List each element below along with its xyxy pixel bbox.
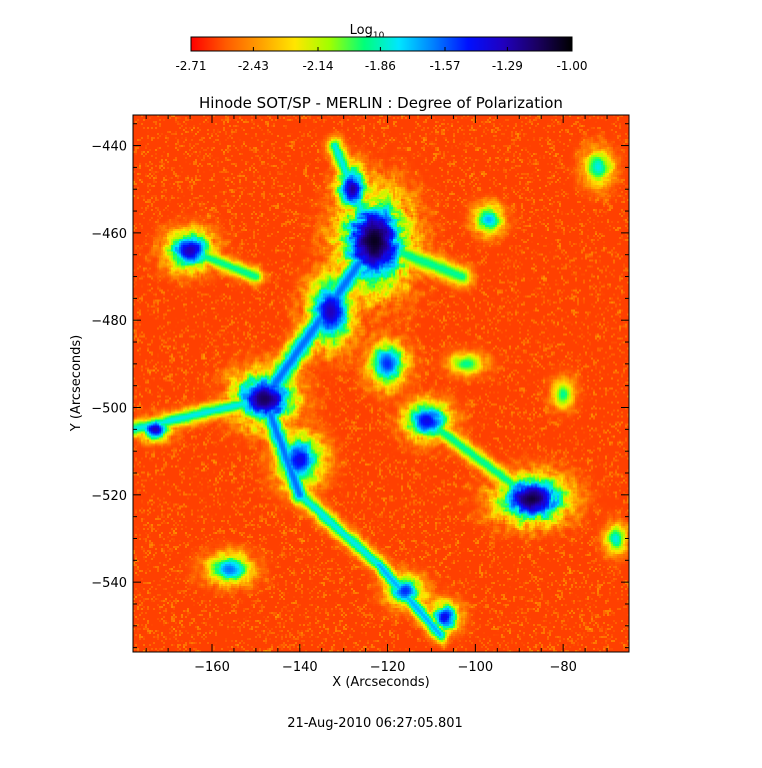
colorbar-tick-label: -1.29	[492, 59, 523, 73]
y-tick-label: −500	[91, 402, 127, 417]
y-tick-label: −440	[91, 140, 127, 155]
colorbar-tick-label: -1.57	[429, 59, 460, 73]
plot-frame	[132, 114, 630, 653]
timestamp: 21-Aug-2010 06:27:05.801	[287, 716, 463, 731]
colorbar-tick-label: -2.43	[238, 59, 269, 73]
y-axis-label: Y (Arcseconds)	[69, 335, 84, 432]
colorbar-tick-label: -2.14	[302, 59, 333, 73]
y-tick-label: −460	[91, 227, 127, 242]
y-tick-label: −480	[91, 314, 127, 329]
plot-area: −160 −140 −120 −100 −80 −440 −460 −480 −500 −520…	[91, 114, 630, 675]
colorbar: Log10 -2.71 -2.43 -2.14 -1.86 -1.57 -1.29 -1.0…	[175, 23, 587, 73]
x-tick-label: −120	[370, 660, 406, 675]
colorbar-ticks: -2.71 -2.43 -2.14 -1.86 -1.57 -1.29 -1.00	[175, 47, 588, 73]
colorbar-tick-label: -2.71	[175, 59, 206, 73]
y-tick-label: −520	[91, 489, 127, 504]
colorbar-tick-label: -1.86	[365, 59, 396, 73]
x-axis-label: X (Arcseconds)	[332, 675, 429, 690]
x-tick-label: −160	[194, 660, 230, 675]
polarization-heatmap	[133, 115, 629, 652]
colorbar-gradient	[190, 36, 573, 52]
x-axis: −160 −140 −120 −100 −80	[145, 115, 630, 675]
y-axis: −440 −460 −480 −500 −520 −540	[91, 123, 629, 649]
x-tick-label: −100	[458, 660, 494, 675]
colorbar-tick-label: -1.00	[556, 59, 587, 73]
colorbar-label: Log10	[350, 23, 385, 41]
x-tick-label: −140	[282, 660, 318, 675]
x-tick-label: −80	[549, 660, 576, 675]
chart-title: Hinode SOT/SP - MERLIN : Degree of Polar…	[199, 94, 563, 112]
y-tick-label: −540	[91, 576, 127, 591]
